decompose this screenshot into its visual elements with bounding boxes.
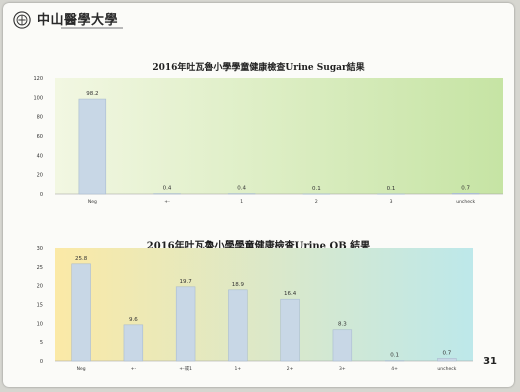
- urine-ob-chart: 0 5 10 15 20 25 30 25.8 Neg 9.6 +- 19.7 +-或1 18.9 1+ 16…: [37, 246, 473, 372]
- data-label: 19.7: [180, 279, 193, 285]
- data-label: 9.6: [129, 317, 138, 323]
- bar: [175, 286, 196, 362]
- bar: [451, 193, 480, 195]
- category-label: +-: [164, 199, 170, 205]
- category-label: uncheck: [456, 199, 475, 205]
- plot-background: [55, 78, 503, 194]
- y-tick-label: 5: [40, 340, 43, 346]
- y-tick-label: 0: [40, 192, 43, 198]
- category-label: 1: [240, 199, 243, 205]
- category-label: +-: [131, 366, 137, 372]
- data-label: 0.1: [312, 186, 321, 192]
- data-label: 8.3: [338, 322, 347, 328]
- y-tick-label: 80: [37, 115, 43, 121]
- category-label: 2+: [287, 366, 294, 372]
- category-label: +-或1: [179, 365, 192, 372]
- bar: [71, 263, 91, 362]
- urine-sugar-chart: 0 20 40 60 80 100 120 98.2 Neg 0.4 +- 0.4 1 0.1 2 0.1 3 0…: [33, 76, 503, 205]
- y-tick-label: 60: [37, 134, 43, 140]
- category-label: 2: [315, 199, 318, 205]
- category-label: 1+: [235, 366, 242, 372]
- page-number: 31: [483, 356, 497, 367]
- bar: [228, 289, 248, 362]
- university-seal-icon: [13, 11, 31, 29]
- category-label: Neg: [77, 366, 86, 372]
- plot-background: [55, 248, 473, 361]
- data-label: 98.2: [86, 91, 98, 97]
- data-label: 0.7: [461, 185, 470, 191]
- y-tick-label: 10: [37, 321, 43, 327]
- y-tick-label: 30: [37, 246, 43, 252]
- category-label: 3: [390, 199, 393, 205]
- y-tick-label: 15: [37, 303, 43, 309]
- category-label: 3+: [339, 366, 346, 372]
- y-tick-label: 100: [33, 95, 43, 101]
- category-label: Neg: [88, 199, 97, 205]
- chart-2-title: 2016年吐瓦魯小學學童健康檢查Urine OB 結果: [146, 241, 371, 252]
- data-label: 16.4: [284, 291, 297, 297]
- bar: [123, 324, 144, 362]
- chart-1-title: 2016年吐瓦魯小學學童健康檢查Urine Sugar結果: [152, 63, 365, 73]
- slide: 中山醫學大學 2016年吐瓦魯小學學童健康檢查Urine Sugar結果 0 20…: [3, 3, 514, 387]
- bar: [280, 298, 300, 362]
- y-tick-label: 20: [37, 173, 43, 179]
- category-label: 4+: [391, 366, 398, 372]
- category-label: uncheck: [437, 366, 456, 372]
- y-tick-label: 20: [37, 284, 43, 290]
- y-tick-label: 40: [37, 153, 43, 159]
- data-label: 0.1: [387, 186, 396, 192]
- bar: [78, 98, 107, 195]
- data-label: 18.9: [232, 282, 245, 288]
- data-label: 0.4: [163, 186, 172, 192]
- data-label: 0.4: [237, 186, 246, 192]
- y-tick-label: 0: [40, 359, 43, 365]
- y-tick-label: 25: [37, 265, 43, 271]
- bar: [437, 358, 457, 362]
- university-logo-text: 中山醫學大學: [37, 13, 119, 28]
- bar: [332, 329, 353, 362]
- data-label: 0.1: [390, 353, 399, 359]
- data-label: 0.7: [443, 350, 452, 356]
- y-tick-label: 120: [33, 76, 43, 82]
- data-label: 25.8: [75, 256, 88, 262]
- university-logo-subtitle-bar: [61, 27, 123, 29]
